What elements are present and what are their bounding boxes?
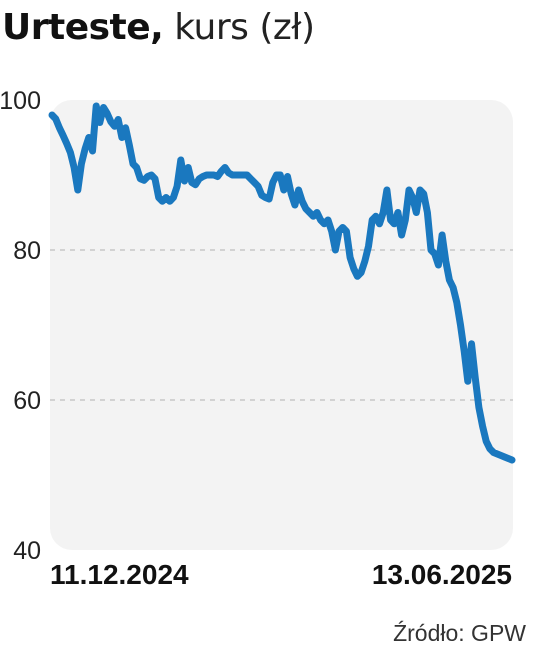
y-tick-label: 100	[0, 87, 41, 115]
plot-background	[50, 100, 513, 550]
chart-title-unit: kurs (zł)	[174, 7, 315, 48]
source-note: Źródło: GPW	[393, 620, 526, 646]
x-axis-tick-labels: 11.12.2024 13.06.2025	[50, 559, 512, 590]
y-tick-label: 40	[13, 537, 41, 565]
x-tick-label: 11.12.2024	[50, 559, 189, 590]
price-series-line	[48, 102, 516, 464]
grid-lines	[50, 249, 513, 401]
y-axis-tick-labels: 40 60 80 100	[0, 87, 41, 565]
y-tick-label: 60	[13, 387, 41, 415]
y-tick-label: 80	[13, 237, 41, 265]
x-tick-label: 13.06.2025	[372, 559, 512, 590]
chart-title-name: Urteste,	[2, 7, 164, 48]
chart-title: Urteste, kurs (zł)	[2, 0, 315, 56]
